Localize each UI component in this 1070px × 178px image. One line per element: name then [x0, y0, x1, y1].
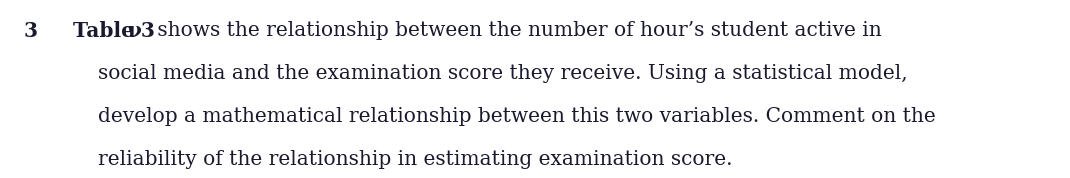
- Text: shows the relationship between the number of hour’s student active in: shows the relationship between the numbe…: [151, 21, 882, 40]
- Text: develop a mathematical relationship between this two variables. Comment on the: develop a mathematical relationship betw…: [98, 107, 936, 126]
- Text: 3: 3: [24, 21, 37, 41]
- Text: social media and the examination score they receive. Using a statistical model,: social media and the examination score t…: [98, 64, 908, 83]
- Text: ν3: ν3: [127, 21, 155, 41]
- Text: Table: Table: [73, 21, 141, 41]
- Text: reliability of the relationship in estimating examination score.: reliability of the relationship in estim…: [98, 150, 733, 169]
